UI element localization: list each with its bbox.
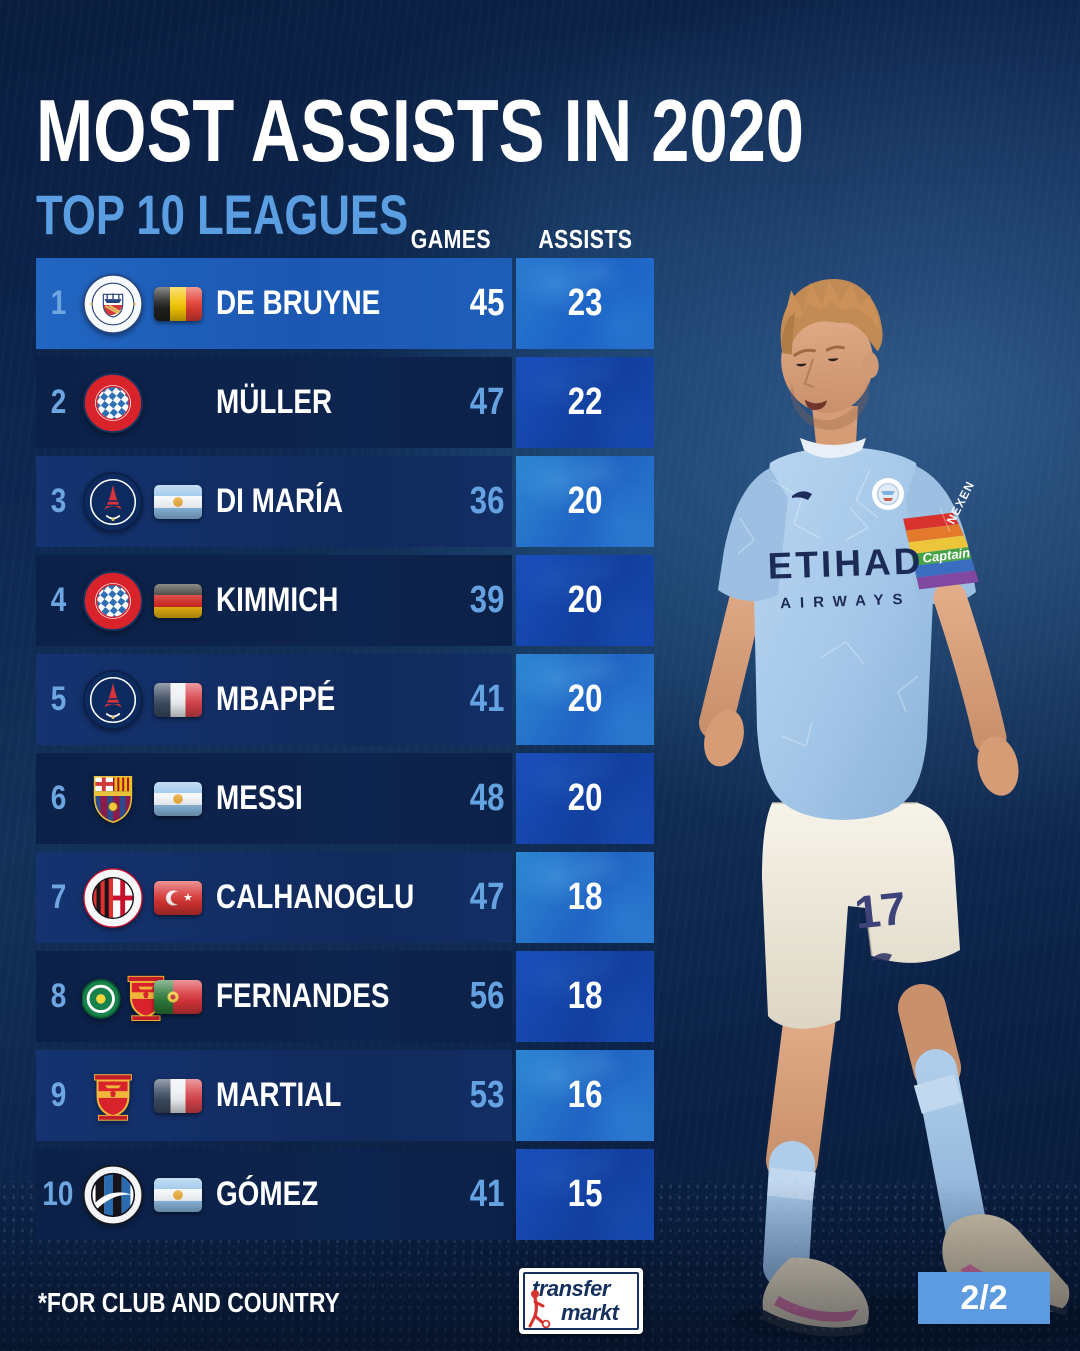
club-badge-manutd-sporting <box>82 965 176 1029</box>
footnote: *FOR CLUB AND COUNTRY <box>38 1287 340 1318</box>
rank-label: 3 <box>50 482 66 520</box>
club-badge-bayern <box>82 371 144 435</box>
table-row-9: 9 MARTIAL 53 16 <box>36 1050 654 1141</box>
page-title: MOST ASSISTS IN 2020 <box>36 80 804 180</box>
player-photo-kevin-de-bruyne: 17 Captain NEXEN <box>699 279 1080 1346</box>
table-row-3: 3 DI MARÍA 36 20 <box>36 456 654 547</box>
rank-label: 4 <box>50 581 66 619</box>
assists-cell: 22 <box>516 357 654 448</box>
assists-value: 23 <box>567 282 603 324</box>
assists-cell: 18 <box>516 852 654 943</box>
games-value: 36 <box>469 480 505 522</box>
games-value: 56 <box>469 975 505 1017</box>
assists-cell: 15 <box>516 1149 654 1240</box>
player-name: MÜLLER <box>216 383 333 421</box>
club-badge-psg <box>82 470 144 534</box>
assists-value: 15 <box>567 1173 603 1215</box>
flag-germany <box>154 583 202 618</box>
rank-label: 2 <box>50 383 66 421</box>
games-value: 45 <box>469 282 505 324</box>
table-row-1: 1 DE BRUYNE 45 23 <box>36 258 654 349</box>
assists-value: 20 <box>567 579 603 621</box>
player-name: FERNANDES <box>216 977 390 1015</box>
column-header-games: GAMES <box>410 224 492 254</box>
flag-france <box>154 1078 202 1113</box>
player-name: KIMMICH <box>216 581 339 619</box>
assists-cell: 20 <box>516 753 654 844</box>
logo-text-transfer: transfer <box>532 1276 610 1301</box>
logo-text-markt: markt <box>561 1300 619 1325</box>
assists-value: 20 <box>567 678 603 720</box>
games-value: 47 <box>469 876 505 918</box>
flag-argentina <box>154 484 202 519</box>
assists-value: 16 <box>567 1074 603 1116</box>
rank-label: 1 <box>50 284 66 322</box>
table-row-5: 5 MBAPPÉ 41 20 <box>36 654 654 745</box>
club-badge-manchester-city <box>82 272 144 336</box>
flag-france <box>154 682 202 717</box>
games-value: 41 <box>469 678 505 720</box>
rank-label: 8 <box>50 977 66 1015</box>
assists-value: 20 <box>567 777 603 819</box>
table-row-10: 10 GÓMEZ 41 15 <box>36 1149 654 1240</box>
flag-argentina <box>154 1177 202 1212</box>
assists-cell: 20 <box>516 456 654 547</box>
club-badge-barcelona <box>82 767 144 831</box>
games-value: 47 <box>469 381 505 423</box>
assists-table: 1 DE BRUYNE 45 23 2 MÜLLER 47 <box>36 258 654 1248</box>
games-value: 41 <box>469 1173 505 1215</box>
rank-label: 7 <box>50 878 66 916</box>
games-value: 39 <box>469 579 505 621</box>
logo-kicker-figure-icon <box>528 1290 551 1328</box>
club-badge-manutd <box>82 1064 144 1128</box>
table-row-6: 6 MESSI 48 20 <box>36 753 654 844</box>
assists-cell: 16 <box>516 1050 654 1141</box>
club-badge-bayern <box>82 569 144 633</box>
column-header-assists: ASSISTS <box>537 224 633 254</box>
table-row-7: 7 CALHANOGLU 47 18 <box>36 852 654 943</box>
player-name: MARTIAL <box>216 1076 342 1114</box>
player-name: DI MARÍA <box>216 482 344 520</box>
assists-value: 18 <box>567 876 603 918</box>
player-name: MBAPPÉ <box>216 680 336 718</box>
flag-belgium <box>154 286 202 321</box>
assists-value: 20 <box>567 480 603 522</box>
games-value: 53 <box>469 1074 505 1116</box>
table-row-8: 8 FERNANDES 56 18 <box>36 951 654 1042</box>
player-name: MESSI <box>216 779 303 817</box>
assists-value: 22 <box>567 381 603 423</box>
rank-label: 10 <box>42 1175 74 1213</box>
player-name: DE BRUYNE <box>216 284 381 322</box>
flag-portugal <box>154 979 202 1014</box>
rank-label: 9 <box>50 1076 66 1114</box>
page-indicator: 2/2 <box>918 1272 1050 1324</box>
club-badge-atalanta <box>82 1163 144 1227</box>
flag-argentina <box>154 781 202 816</box>
assists-cell: 23 <box>516 258 654 349</box>
rank-label: 6 <box>50 779 66 817</box>
club-badge-ac-milan <box>82 866 144 930</box>
assists-cell: 20 <box>516 654 654 745</box>
assists-cell: 18 <box>516 951 654 1042</box>
games-value: 48 <box>469 777 505 819</box>
svg-text:AIRWAYS: AIRWAYS <box>780 591 912 613</box>
svg-text:Captain: Captain <box>922 545 971 566</box>
player-name: CALHANOGLU <box>216 878 415 916</box>
svg-text:ETIHAD: ETIHAD <box>767 540 924 586</box>
flag-turkey <box>154 880 202 915</box>
table-row-2: 2 MÜLLER 47 22 <box>36 357 654 448</box>
assists-value: 18 <box>567 975 603 1017</box>
transfermarkt-logo: transfer markt <box>519 1268 643 1334</box>
assists-cell: 20 <box>516 555 654 646</box>
rank-label: 5 <box>50 680 66 718</box>
club-badge-psg <box>82 668 144 732</box>
transfermarkt-logo-frame: transfer markt <box>523 1272 639 1330</box>
player-name: GÓMEZ <box>216 1175 319 1213</box>
page-subtitle: TOP 10 LEAGUES <box>36 183 409 247</box>
svg-text:17: 17 <box>852 882 908 939</box>
table-row-4: 4 KIMMICH 39 20 <box>36 555 654 646</box>
